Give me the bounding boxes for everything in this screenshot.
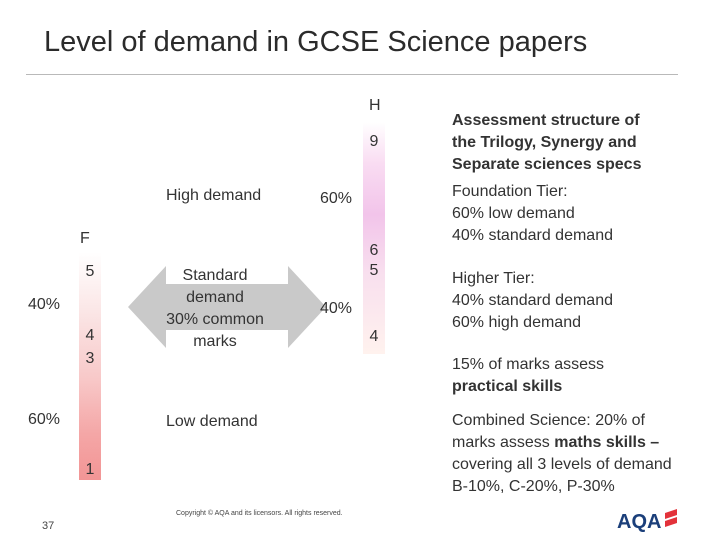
text-line: 60% low demand (452, 205, 575, 222)
foundation-standard-percent: 40% (28, 296, 61, 313)
title-divider (26, 74, 678, 75)
foundation-low-percent: 60% (28, 411, 61, 428)
foundation-tier-label: F (80, 230, 90, 247)
text-line: marks assess maths skills – (452, 432, 672, 454)
foundation-grade-5: 5 (85, 263, 95, 280)
practical-skills-info: 15% of marks assess practical skills (452, 354, 604, 398)
text-line: 40% standard demand (452, 227, 613, 244)
text-line: the Trilogy, Synergy and (452, 134, 637, 151)
text-line: Higher Tier: (452, 270, 535, 287)
higher-standard-percent: 40% (320, 300, 353, 317)
foundation-grade-4: 4 (85, 327, 95, 344)
page-number: 37 (42, 520, 55, 532)
assessment-structure-text: Assessment structure of the Trilogy, Syn… (452, 110, 641, 176)
maths-skills-emphasis: maths skills – (554, 434, 660, 451)
text-line: Assessment structure of (452, 112, 640, 129)
foundation-grade-1: 1 (85, 461, 95, 478)
standard-demand-line: 30% common (166, 311, 264, 328)
higher-grade-4: 4 (369, 328, 379, 345)
higher-grade-bar (363, 122, 385, 354)
high-demand-label: High demand (166, 187, 262, 204)
text-line: Combined Science: 20% of (452, 412, 645, 429)
page-title: Level of demand in GCSE Science papers (44, 26, 588, 58)
higher-high-percent: 60% (320, 190, 353, 207)
standard-demand-line: marks (193, 333, 237, 350)
aqa-logo: AQA (617, 509, 677, 533)
combined-science-info: Combined Science: 20% of marks assess ma… (452, 410, 672, 498)
text-line: covering all 3 levels of demand (452, 456, 672, 473)
higher-tier-info: Higher Tier: 40% standard demand 60% hig… (452, 268, 613, 334)
standard-demand-line: demand (186, 289, 244, 306)
higher-grade-9: 9 (369, 133, 379, 150)
copyright-notice: Copyright © AQA and its licensors. All r… (176, 510, 343, 517)
text-line: Separate sciences specs (452, 156, 642, 173)
double-arrow-icon (128, 266, 326, 348)
text-line: 40% standard demand (452, 292, 613, 309)
text-line: Foundation Tier: (452, 183, 568, 200)
higher-grade-6: 6 (369, 242, 379, 259)
text-line: practical skills (452, 378, 563, 395)
text-line: 60% high demand (452, 314, 581, 331)
svg-text:AQA: AQA (617, 511, 661, 533)
standard-demand-label: Standard demand 30% common marks (140, 265, 290, 353)
higher-tier-label: H (369, 97, 381, 114)
text-segment: marks assess (452, 434, 555, 451)
standard-demand-line: Standard (182, 267, 248, 284)
higher-grade-5: 5 (369, 262, 379, 279)
text-line: B-10%, C-20%, P-30% (452, 478, 615, 495)
foundation-grade-bar (79, 252, 101, 480)
text-line: 15% of marks assess (452, 356, 605, 373)
foundation-tier-info: Foundation Tier: 60% low demand 40% stan… (452, 181, 613, 247)
foundation-grade-3: 3 (85, 350, 95, 367)
low-demand-label: Low demand (166, 413, 258, 430)
